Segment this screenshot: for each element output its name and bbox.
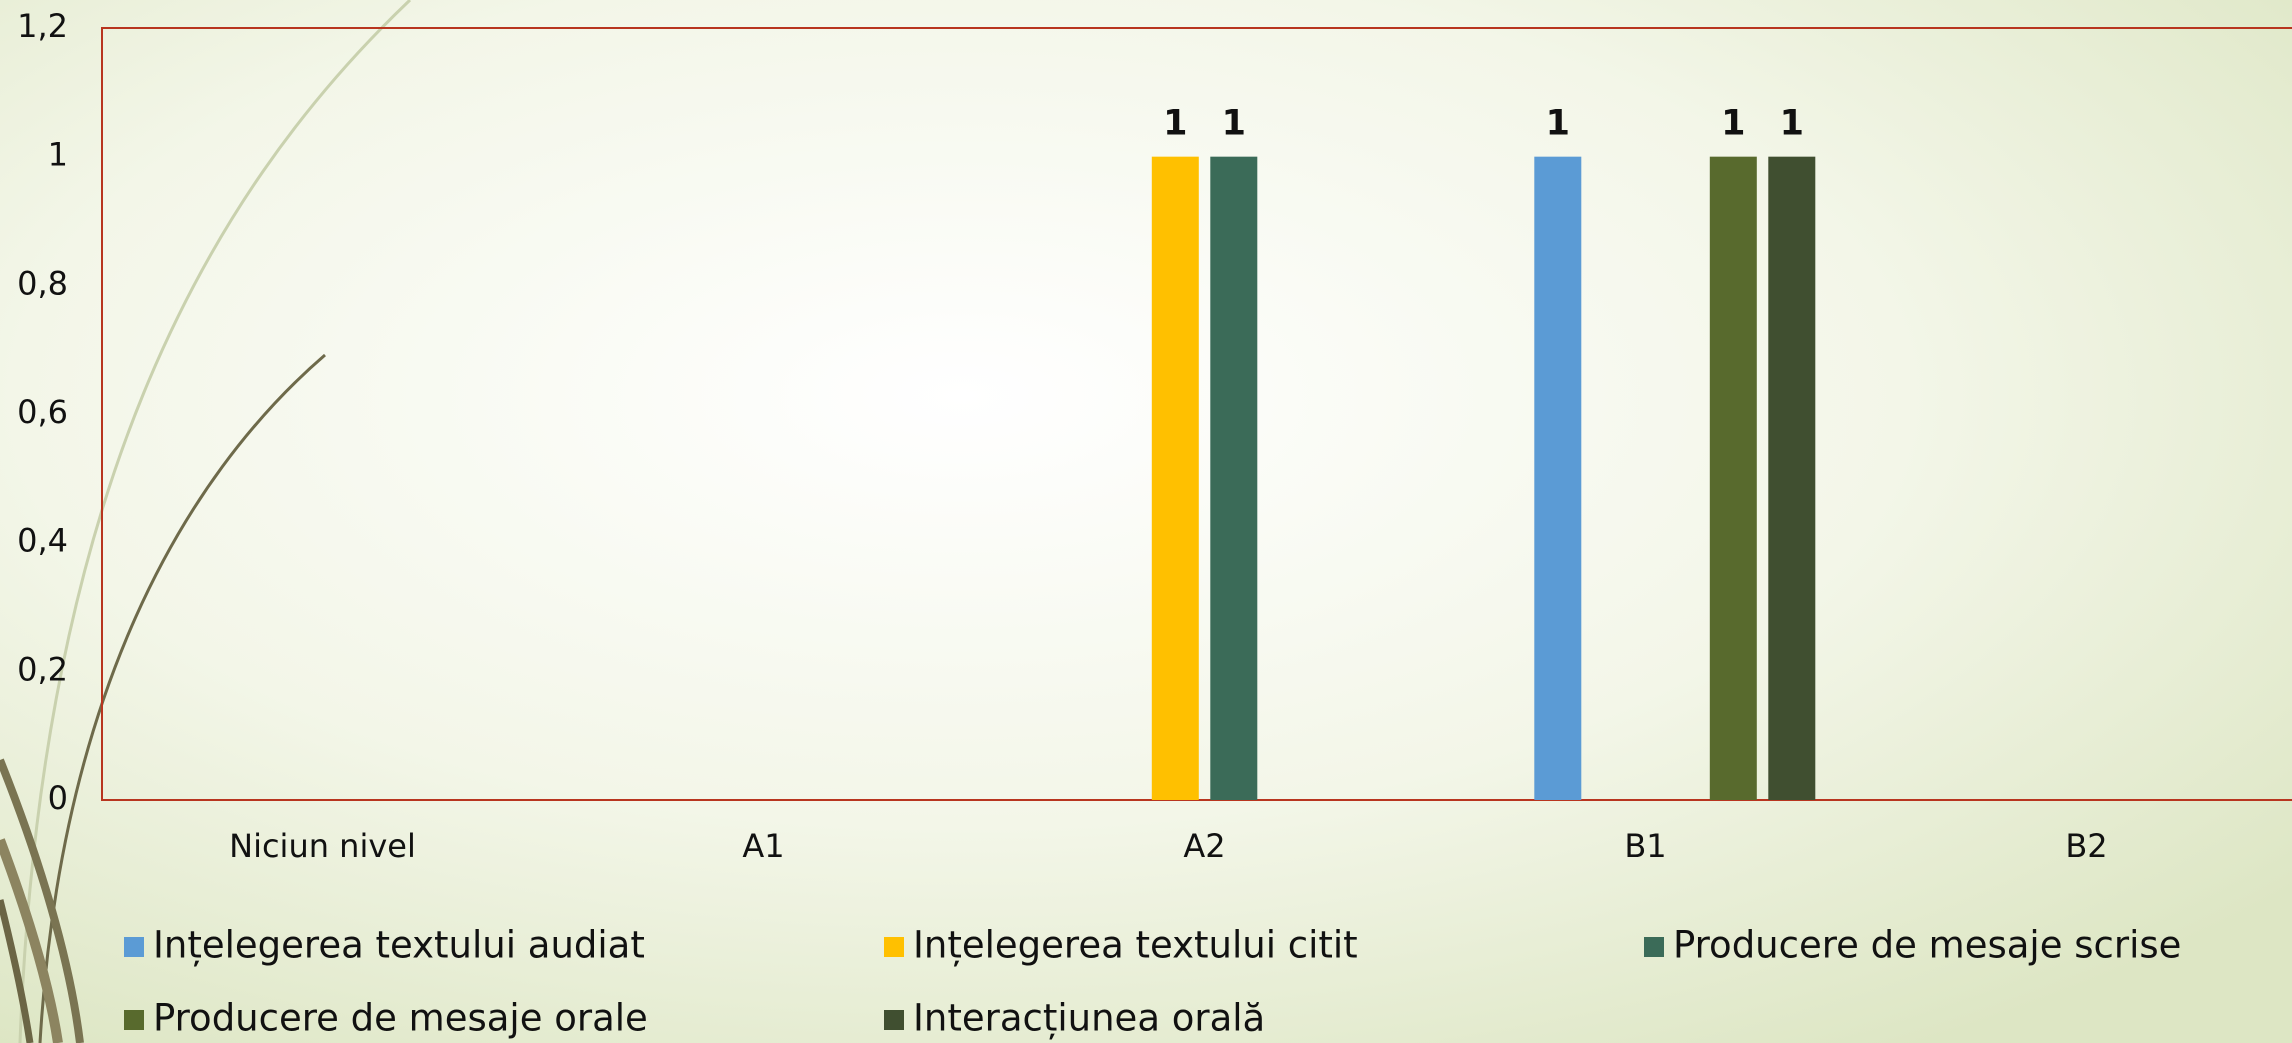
x-tick-label: Niciun nivel xyxy=(229,827,416,865)
decor-curve xyxy=(18,0,412,1043)
legend-swatch xyxy=(1644,937,1664,957)
bar xyxy=(1210,156,1258,800)
decor-curve xyxy=(0,758,84,1043)
y-tick-label: 1,2 xyxy=(17,7,68,45)
x-tick-label: A1 xyxy=(742,827,784,865)
bar xyxy=(1151,156,1199,800)
x-tick-label: B1 xyxy=(1624,827,1666,865)
legend-label: Interacțiunea orală xyxy=(913,997,1265,1040)
y-tick-label: 1 xyxy=(48,136,68,174)
x-tick-label: A2 xyxy=(1183,827,1225,865)
y-tick-label: 0,8 xyxy=(17,264,68,302)
y-tick-label: 0 xyxy=(48,779,68,817)
bar xyxy=(1768,156,1816,800)
y-tick-label: 0,2 xyxy=(17,650,68,688)
legend-label: Producere de mesaje scrise xyxy=(1673,924,2181,967)
y-tick-label: 0,4 xyxy=(17,522,68,560)
legend-swatch xyxy=(884,1010,904,1030)
legend-label: Producere de mesaje orale xyxy=(153,997,648,1040)
bar xyxy=(1709,156,1757,800)
legend-swatch xyxy=(884,937,904,957)
x-tick-label: B2 xyxy=(2065,827,2107,865)
plot-border xyxy=(101,27,2292,801)
data-label: 1 xyxy=(1163,104,1187,144)
decor-curve xyxy=(0,899,34,1043)
data-label: 1 xyxy=(1546,104,1570,144)
decor-curve xyxy=(38,353,326,1043)
legend-label: Ințelegerea textului audiat xyxy=(153,924,645,967)
legend-swatch xyxy=(124,937,144,957)
legend-label: Ințelegerea textului citit xyxy=(913,924,1358,967)
y-tick-label: 0,6 xyxy=(17,393,68,431)
decor-curve xyxy=(0,838,63,1043)
decoration xyxy=(0,0,412,1043)
data-label: 1 xyxy=(1721,104,1745,144)
bar xyxy=(1534,156,1582,800)
data-label: 1 xyxy=(1222,104,1246,144)
legend-swatch xyxy=(124,1010,144,1030)
data-label: 1 xyxy=(1780,104,1804,144)
